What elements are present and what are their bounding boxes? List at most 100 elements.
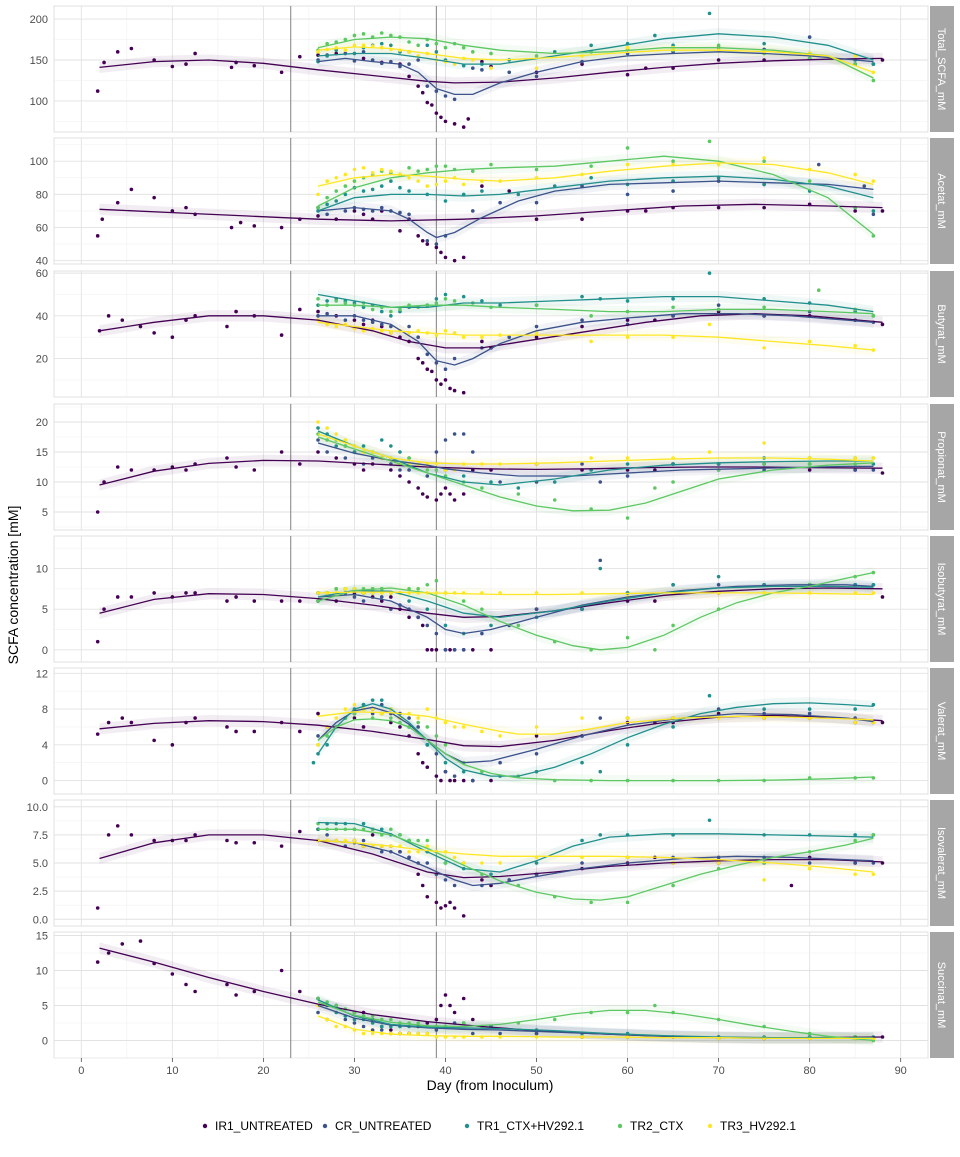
smooth-curve-TR2_CTX [318, 304, 874, 315]
data-point-IR1_UNTREATED [170, 972, 175, 976]
data-point-IR1_UNTREATED [234, 595, 238, 599]
data-point-IR1_UNTREATED [470, 648, 475, 652]
y-tick-label: 60 [36, 223, 48, 235]
data-point-IR1_UNTREATED [789, 883, 794, 888]
data-point-IR1_UNTREATED [580, 324, 584, 329]
data-point-TR1_CTX+HV292.1 [379, 698, 384, 702]
data-point-TR3_HV292.1 [489, 66, 493, 70]
data-point-TR2_CTX [552, 1017, 557, 1022]
data-point-TR2_CTX [807, 462, 812, 466]
data-point-IR1_UNTREATED [452, 258, 457, 263]
data-point-TR3_HV292.1 [352, 702, 357, 707]
smooth-curve-IR1_UNTREATED [99, 57, 883, 84]
data-point-TR3_HV292.1 [334, 324, 339, 329]
x-tick-label: 90 [895, 1065, 907, 1077]
data-point-TR2_CTX [316, 205, 320, 210]
data-point-IR1_UNTREATED [115, 824, 120, 828]
x-tick-label: 60 [621, 1065, 633, 1077]
smooth-curve-TR3_HV292.1 [317, 46, 874, 73]
data-point-TR1_CTX+HV292.1 [361, 444, 366, 448]
data-point-IR1_UNTREATED [448, 778, 452, 783]
data-point-CR_UNTREATED [461, 432, 466, 436]
data-point-IR1_UNTREATED [439, 1003, 443, 1008]
confidence-band-CR_UNTREATED [318, 46, 874, 101]
data-point-IR1_UNTREATED [279, 70, 284, 75]
data-point-IR1_UNTREATED [434, 378, 439, 382]
data-point-TR2_CTX [416, 838, 420, 843]
data-point-TR2_CTX [425, 838, 430, 843]
smooth-curve-TR2_CTX [318, 828, 874, 901]
data-point-CR_UNTREATED [434, 361, 439, 365]
data-point-TR2_CTX [625, 1010, 630, 1015]
data-point-IR1_UNTREATED [316, 711, 320, 716]
data-point-IR1_UNTREATED [420, 883, 425, 888]
data-point-IR1_UNTREATED [279, 333, 284, 337]
data-point-CR_UNTREATED [443, 648, 448, 652]
data-point-TR2_CTX [416, 43, 420, 48]
data-point-CR_UNTREATED [807, 35, 812, 39]
data-point-TR3_HV292.1 [853, 456, 857, 460]
data-point-TR2_CTX [625, 146, 630, 150]
data-point-IR1_UNTREATED [106, 951, 111, 955]
legend-key-TR1_CTX+HV292.1 [464, 1123, 470, 1129]
confidence-band-TR1_CTX+HV292.1 [318, 994, 874, 1044]
data-point-IR1_UNTREATED [298, 307, 302, 312]
data-point-TR2_CTX [443, 164, 448, 168]
x-tick-label: 50 [530, 1065, 542, 1077]
data-point-IR1_UNTREATED [420, 90, 425, 95]
data-point-TR1_CTX+HV292.1 [871, 582, 876, 587]
data-point-IR1_UNTREATED [420, 361, 425, 365]
smooth-curve-TR3_HV292.1 [317, 839, 874, 873]
data-point-TR2_CTX [871, 833, 876, 837]
data-point-TR1_CTX+HV292.1 [325, 299, 329, 303]
y-tick-label: 4 [42, 740, 48, 752]
confidence-band-TR3_HV292.1 [318, 428, 874, 470]
data-point-CR_UNTREATED [434, 450, 439, 454]
data-point-TR2_CTX [516, 623, 521, 628]
data-point-IR1_UNTREATED [252, 729, 257, 734]
facet-strip-label: Isovalerat_mM [935, 827, 947, 899]
data-point-TR2_CTX [398, 833, 402, 837]
data-point-IR1_UNTREATED [225, 982, 229, 987]
panel-data-layer [95, 558, 885, 656]
data-point-IR1_UNTREATED [452, 906, 457, 910]
facet-panel-Total_SCFA_mM: 100 150 200 Total_SCFA_mM [30, 5, 954, 133]
data-point-IR1_UNTREATED [452, 1010, 457, 1015]
data-point-TR3_HV292.1 [434, 182, 439, 187]
legend-label-CR_UNTREATED: CR_UNTREATED [335, 1119, 432, 1133]
data-point-IR1_UNTREATED [389, 1028, 393, 1032]
data-point-IR1_UNTREATED [443, 903, 448, 908]
smooth-curve-IR1_UNTREATED [99, 203, 883, 222]
data-point-IR1_UNTREATED [298, 989, 302, 994]
legend-label-TR3_HV292.1: TR3_HV292.1 [720, 1119, 796, 1133]
data-point-TR3_HV292.1 [443, 179, 448, 183]
data-point-TR3_HV292.1 [425, 707, 430, 711]
data-point-IR1_UNTREATED [252, 468, 257, 472]
data-point-CR_UNTREATED [853, 861, 857, 865]
data-point-TR1_CTX+HV292.1 [671, 725, 675, 729]
data-point-TR2_CTX [625, 635, 630, 640]
data-point-TR3_HV292.1 [416, 179, 420, 183]
data-point-TR3_HV292.1 [716, 861, 721, 865]
panel-data-layer [95, 11, 885, 129]
data-point-TR1_CTX+HV292.1 [498, 303, 502, 307]
data-point-TR2_CTX [352, 33, 357, 38]
data-point-CR_UNTREATED [716, 303, 721, 307]
data-point-TR1_CTX+HV292.1 [707, 693, 712, 698]
data-point-CR_UNTREATED [416, 335, 420, 340]
data-point-IR1_UNTREATED [184, 982, 188, 987]
panel-data-layer [95, 139, 885, 263]
data-point-TR1_CTX+HV292.1 [461, 294, 466, 299]
data-point-IR1_UNTREATED [625, 72, 630, 77]
data-point-CR_UNTREATED [807, 861, 812, 865]
data-point-TR2_CTX [434, 578, 439, 583]
data-point-CR_UNTREATED [452, 356, 457, 361]
data-point-TR3_HV292.1 [434, 333, 439, 337]
confidence-band-TR3_HV292.1 [318, 316, 874, 356]
data-point-TR1_CTX+HV292.1 [580, 760, 584, 765]
data-point-TR3_HV292.1 [416, 716, 420, 720]
data-point-TR1_CTX+HV292.1 [707, 11, 712, 16]
data-point-TR1_CTX+HV292.1 [407, 189, 411, 193]
data-point-IR1_UNTREATED [489, 778, 493, 783]
